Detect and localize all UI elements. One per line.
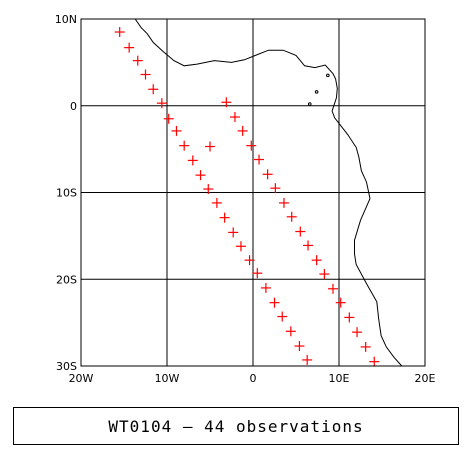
island-sao-tome: [307, 102, 312, 106]
observation-marker: [246, 140, 257, 151]
observation-marker: [132, 55, 143, 66]
graticule: [80, 18, 426, 367]
y-tick-label: 30S: [56, 360, 77, 373]
observation-marker: [262, 169, 273, 180]
observation-markers: [114, 27, 380, 367]
y-tick-label: 0: [70, 100, 77, 113]
observation-marker: [237, 125, 248, 136]
observation-marker: [295, 226, 306, 237]
observation-marker: [352, 327, 363, 338]
observation-marker: [235, 241, 246, 252]
observation-marker: [269, 297, 280, 308]
observation-marker: [277, 311, 288, 322]
observation-marker: [335, 297, 346, 308]
observation-marker: [148, 84, 159, 95]
observation-marker: [124, 42, 135, 53]
observation-marker: [205, 141, 215, 152]
observation-marker: [221, 97, 232, 108]
x-tick-label: 10E: [329, 372, 350, 385]
observation-marker: [254, 154, 265, 165]
observation-marker: [140, 69, 151, 80]
caption-box: WT0104 — 44 observations: [13, 407, 459, 445]
observation-marker: [163, 113, 174, 124]
observation-marker: [229, 112, 240, 123]
y-tick-label: 20S: [56, 273, 77, 286]
observation-marker: [156, 98, 167, 109]
coastline-path: [134, 18, 403, 367]
observation-marker: [219, 212, 230, 223]
coastline: [134, 18, 403, 367]
observation-marker: [195, 170, 206, 181]
observation-marker: [303, 240, 314, 251]
observation-marker: [302, 354, 313, 365]
x-tick-label: 20W: [69, 372, 94, 385]
observation-marker: [327, 283, 338, 294]
observation-marker: [369, 356, 380, 367]
x-tick-labels: 20W 10W 0 10E 20E: [69, 372, 436, 385]
observation-marker: [285, 326, 296, 337]
observation-marker: [270, 183, 281, 194]
observation-marker: [114, 27, 125, 38]
observation-marker: [286, 211, 297, 222]
x-tick-label: 0: [250, 372, 257, 385]
y-tick-label: 10N: [55, 13, 77, 26]
observation-marker: [211, 197, 222, 208]
x-tick-label: 20E: [415, 372, 436, 385]
observation-marker: [244, 255, 255, 266]
island-bioko: [326, 73, 330, 78]
caption-title: WT0104 — 44 observations: [108, 416, 364, 436]
observation-marker: [179, 140, 190, 151]
observation-marker: [228, 227, 239, 238]
plot-frame: [80, 18, 426, 367]
island-principe: [314, 90, 319, 94]
observation-marker: [252, 268, 263, 279]
y-tick-labels: 10N 0 10S 20S 30S: [55, 13, 77, 373]
x-tick-label: 10W: [155, 372, 180, 385]
observation-marker: [344, 312, 355, 323]
observation-marker: [319, 269, 330, 280]
observation-marker: [187, 155, 198, 166]
observation-marker: [203, 184, 214, 195]
observation-marker: [360, 341, 371, 352]
observation-marker: [294, 341, 305, 352]
observation-marker: [311, 255, 322, 266]
observation-marker: [260, 282, 271, 293]
y-tick-label: 10S: [56, 187, 77, 200]
map-plot: 20W 10W 0 10E 20E 10N 0 10S 20S 30S: [55, 13, 436, 385]
observation-marker: [278, 197, 289, 208]
observation-marker: [171, 125, 182, 136]
